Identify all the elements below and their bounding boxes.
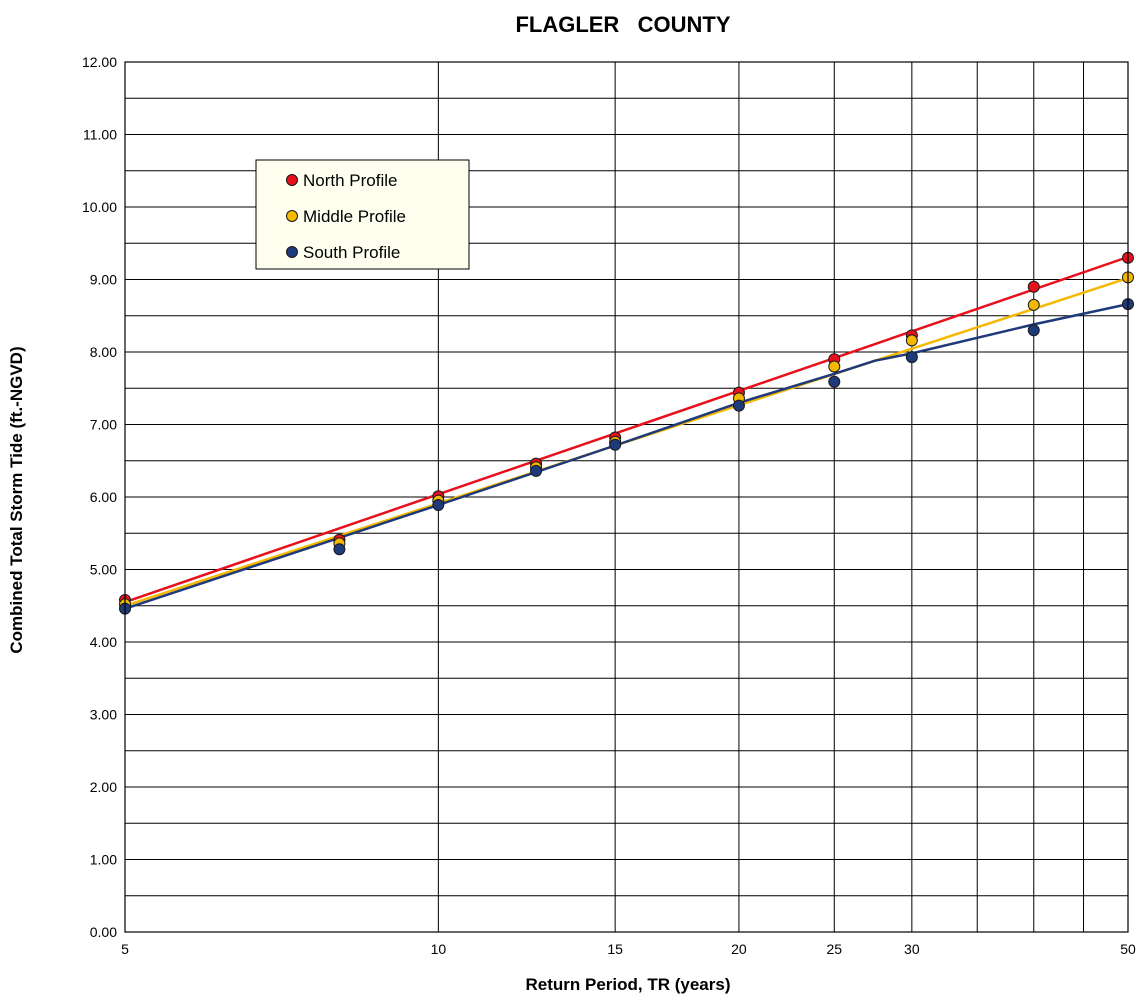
- data-point: [1027, 324, 1040, 337]
- legend-entry: North Profile: [303, 171, 397, 190]
- x-tick-label: 20: [731, 941, 747, 957]
- data-point: [905, 351, 918, 364]
- x-tick-label: 30: [904, 941, 920, 957]
- y-tick-label: 3.00: [90, 707, 117, 723]
- data-point: [609, 438, 622, 451]
- y-tick-label: 2.00: [90, 779, 117, 795]
- y-axis-ticks: 0.00 1.00 2.00 3.00 4.00 5.00 6.00 7.00 8.00 9.00…: [82, 54, 117, 940]
- y-tick-label: 8.00: [90, 344, 117, 360]
- data-point: [828, 360, 841, 373]
- y-tick-label: 4.00: [90, 634, 117, 650]
- y-tick-label: 10.00: [82, 199, 117, 215]
- y-tick-label: 11.00: [83, 127, 117, 143]
- x-tick-label: 25: [826, 941, 842, 957]
- x-axis-ticks: 5 10 15 20 25 30 50: [121, 941, 1136, 957]
- y-tick-label: 7.00: [90, 417, 117, 433]
- fit-line: [124, 302, 1129, 610]
- y-axis-label: Combined Total Storm Tide (ft.-NGVD): [7, 346, 26, 653]
- legend-marker: [286, 246, 298, 258]
- legend: North Profile Middle Profile South Profile: [255, 159, 470, 270]
- data-point: [732, 399, 745, 412]
- x-tick-label: 10: [431, 941, 447, 957]
- x-tick-label: 5: [121, 941, 129, 957]
- x-tick-label: 15: [607, 941, 623, 957]
- y-tick-label: 1.00: [90, 852, 117, 868]
- legend-marker: [286, 174, 298, 186]
- data-point: [333, 543, 346, 556]
- chart-title: FLAGLER COUNTY: [515, 12, 730, 37]
- y-tick-label: 0.00: [90, 924, 117, 940]
- grid: [125, 62, 1128, 932]
- data-point: [1027, 280, 1040, 293]
- legend-entry: Middle Profile: [303, 207, 406, 226]
- data-points: [119, 251, 1134, 615]
- y-tick-label: 12.00: [82, 54, 117, 70]
- data-point: [905, 334, 918, 347]
- plot-border: [124, 61, 1129, 933]
- x-tick-label: 50: [1120, 941, 1136, 957]
- legend-entry: South Profile: [303, 243, 400, 262]
- legend-marker: [286, 210, 298, 222]
- data-point: [1027, 298, 1040, 311]
- y-tick-label: 9.00: [90, 272, 117, 288]
- x-axis-label: Return Period, TR (years): [526, 975, 731, 994]
- fit-lines: [124, 255, 1129, 610]
- y-tick-label: 5.00: [90, 562, 117, 578]
- fit-line: [124, 255, 1129, 604]
- data-point: [432, 498, 445, 511]
- data-point: [828, 375, 841, 388]
- y-tick-label: 6.00: [90, 489, 117, 505]
- data-point: [530, 464, 543, 477]
